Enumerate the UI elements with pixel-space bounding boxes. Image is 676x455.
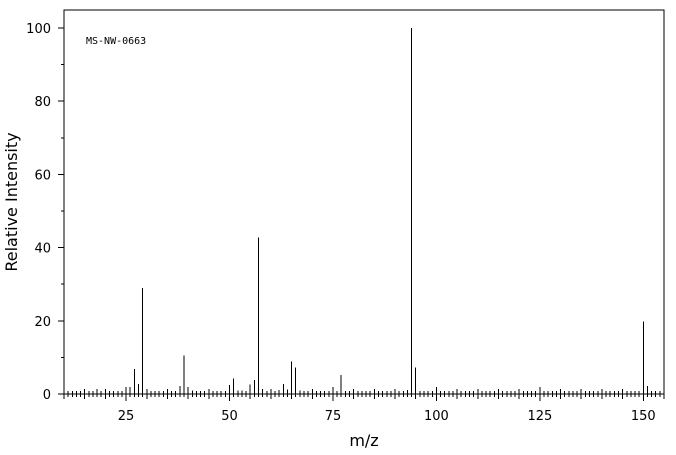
plot-frame (63, 9, 665, 395)
y-axis-ticks: 0 20 40 60 80 100 (26, 22, 64, 403)
y-tick-label: 40 (34, 242, 51, 257)
x-tick-label: 150 (631, 409, 656, 424)
x-axis-label: m/z (349, 431, 378, 450)
x-tick-label: 125 (527, 409, 552, 424)
spectrum-peaks (84, 28, 648, 394)
y-axis-label: Relative Intensity (2, 132, 21, 271)
x-tick-label: 75 (325, 409, 342, 424)
x-axis-ticks: 25 50 75 100 125 150 (63, 387, 665, 424)
y-tick-label: 60 (34, 168, 51, 183)
y-tick-label: 20 (34, 315, 51, 330)
x-tick-label: 25 (118, 409, 135, 424)
y-tick-label: 80 (34, 95, 51, 110)
y-tick-label: 0 (43, 388, 51, 403)
spectrum-id-annotation: MS-NW-0663 (86, 36, 146, 47)
y-tick-label: 100 (26, 22, 51, 37)
x-tick-label: 50 (221, 409, 238, 424)
x-tick-label: 100 (424, 409, 449, 424)
